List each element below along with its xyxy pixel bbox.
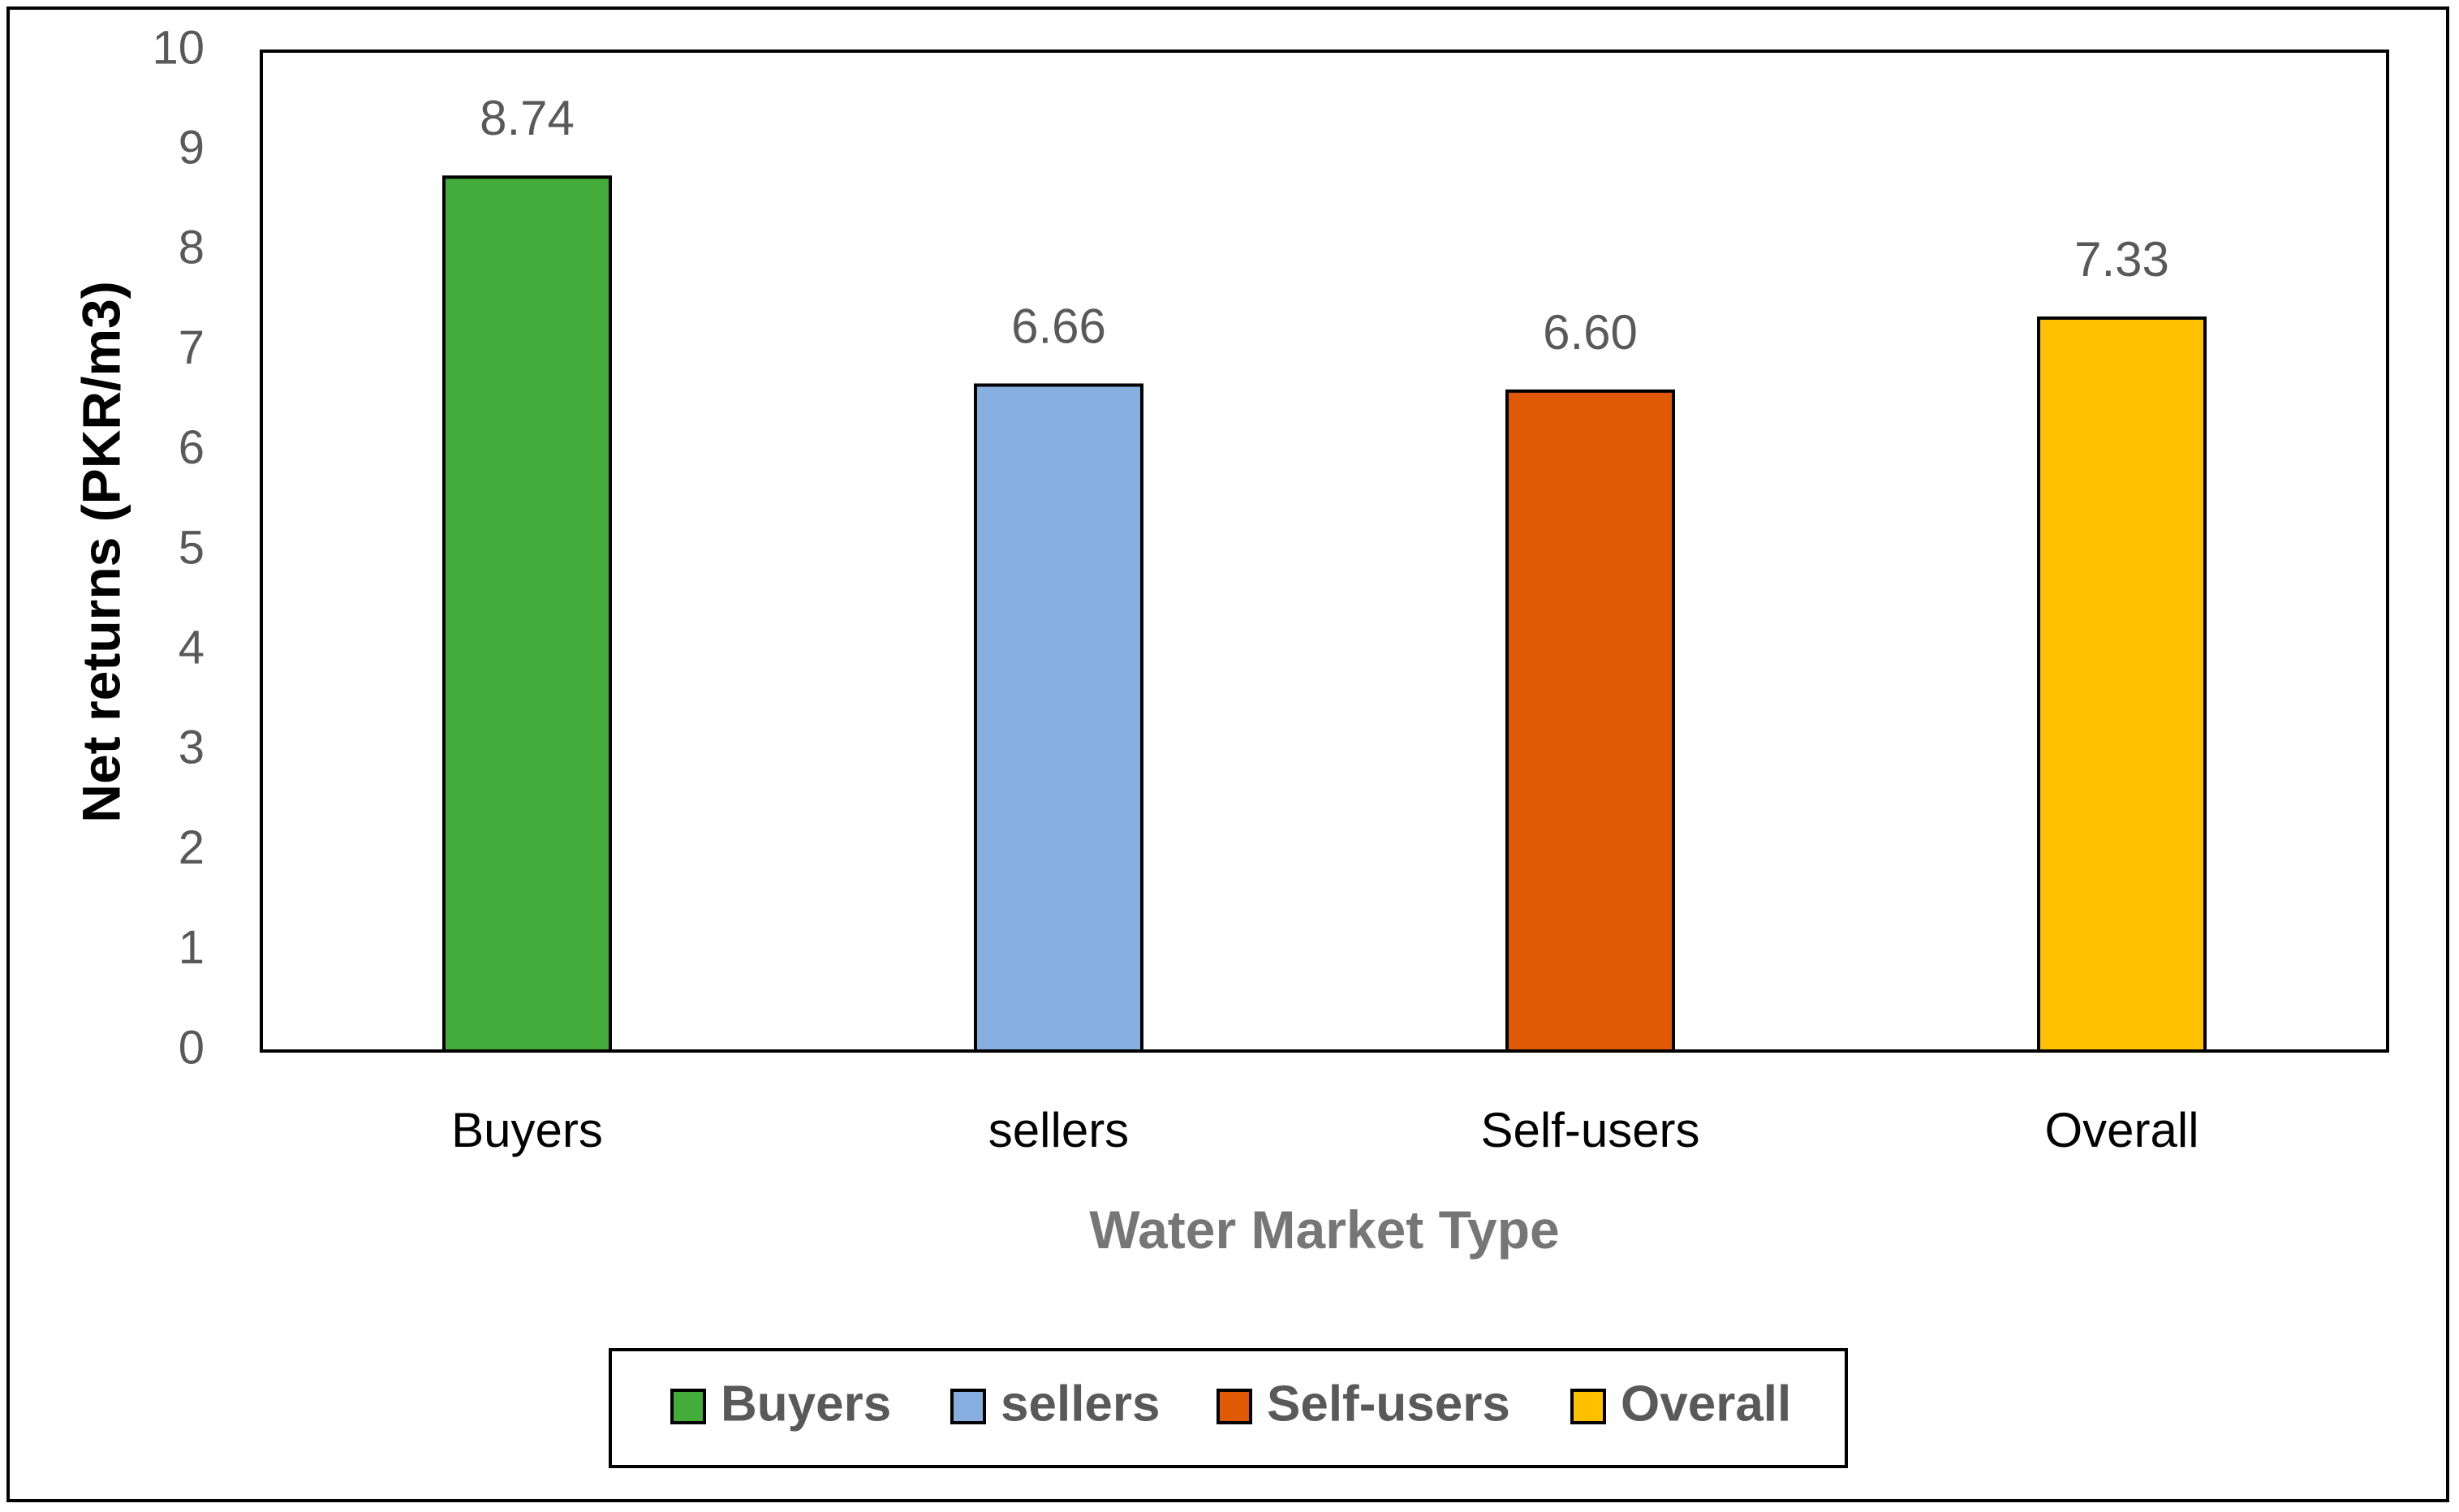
- y-tick-label: 3: [179, 722, 205, 774]
- y-tick-label: 1: [179, 921, 205, 974]
- data-label: 6.66: [1011, 299, 1106, 353]
- bar-overall: [2037, 316, 2207, 1053]
- y-tick-label: 4: [179, 622, 205, 674]
- y-tick-label: 6: [179, 421, 205, 474]
- y-tick-label: 7: [179, 321, 205, 374]
- x-axis-categories: Buyers sellers Self-users Overall: [451, 1103, 2198, 1157]
- bar-sellers: [974, 383, 1143, 1053]
- legend-swatch: [1570, 1389, 1606, 1424]
- y-tick-label: 2: [179, 821, 205, 874]
- legend: Buyers sellers Self-users Overall: [670, 1376, 1791, 1432]
- data-labels: 8.74 6.66 6.60 7.33: [480, 91, 2169, 360]
- legend-swatch: [670, 1389, 706, 1424]
- legend-label: sellers: [1001, 1376, 1161, 1432]
- legend-swatch: [950, 1389, 986, 1424]
- y-axis-ticks: 0 1 2 3 4 5 6 7 8 9 10: [152, 21, 205, 1074]
- y-tick-label: 10: [152, 21, 205, 74]
- data-label: 6.60: [1543, 305, 1638, 360]
- x-category-label: Self-users: [1480, 1103, 1699, 1157]
- y-tick-label: 8: [179, 222, 205, 274]
- legend-label: Overall: [1621, 1376, 1791, 1432]
- y-tick-label: 0: [179, 1021, 205, 1074]
- bar-buyers: [442, 175, 612, 1053]
- x-category-label: sellers: [988, 1103, 1129, 1157]
- y-axis-title: Net returns (PKR/m3): [71, 281, 131, 822]
- data-label: 8.74: [480, 91, 575, 145]
- plot-area: [260, 50, 2389, 1053]
- legend-swatch: [1217, 1389, 1252, 1424]
- legend-label: Buyers: [721, 1376, 891, 1432]
- legend-label: Self-users: [1267, 1376, 1510, 1432]
- y-tick-label: 5: [179, 521, 205, 574]
- x-axis-title: Water Market Type: [1089, 1200, 1560, 1260]
- data-label: 7.33: [2074, 232, 2169, 286]
- y-tick-label: 9: [179, 122, 205, 174]
- bars: [442, 175, 2207, 1053]
- x-category-label: Overall: [2044, 1103, 2198, 1157]
- bar-self-users: [1505, 389, 1675, 1053]
- x-category-label: Buyers: [451, 1103, 603, 1157]
